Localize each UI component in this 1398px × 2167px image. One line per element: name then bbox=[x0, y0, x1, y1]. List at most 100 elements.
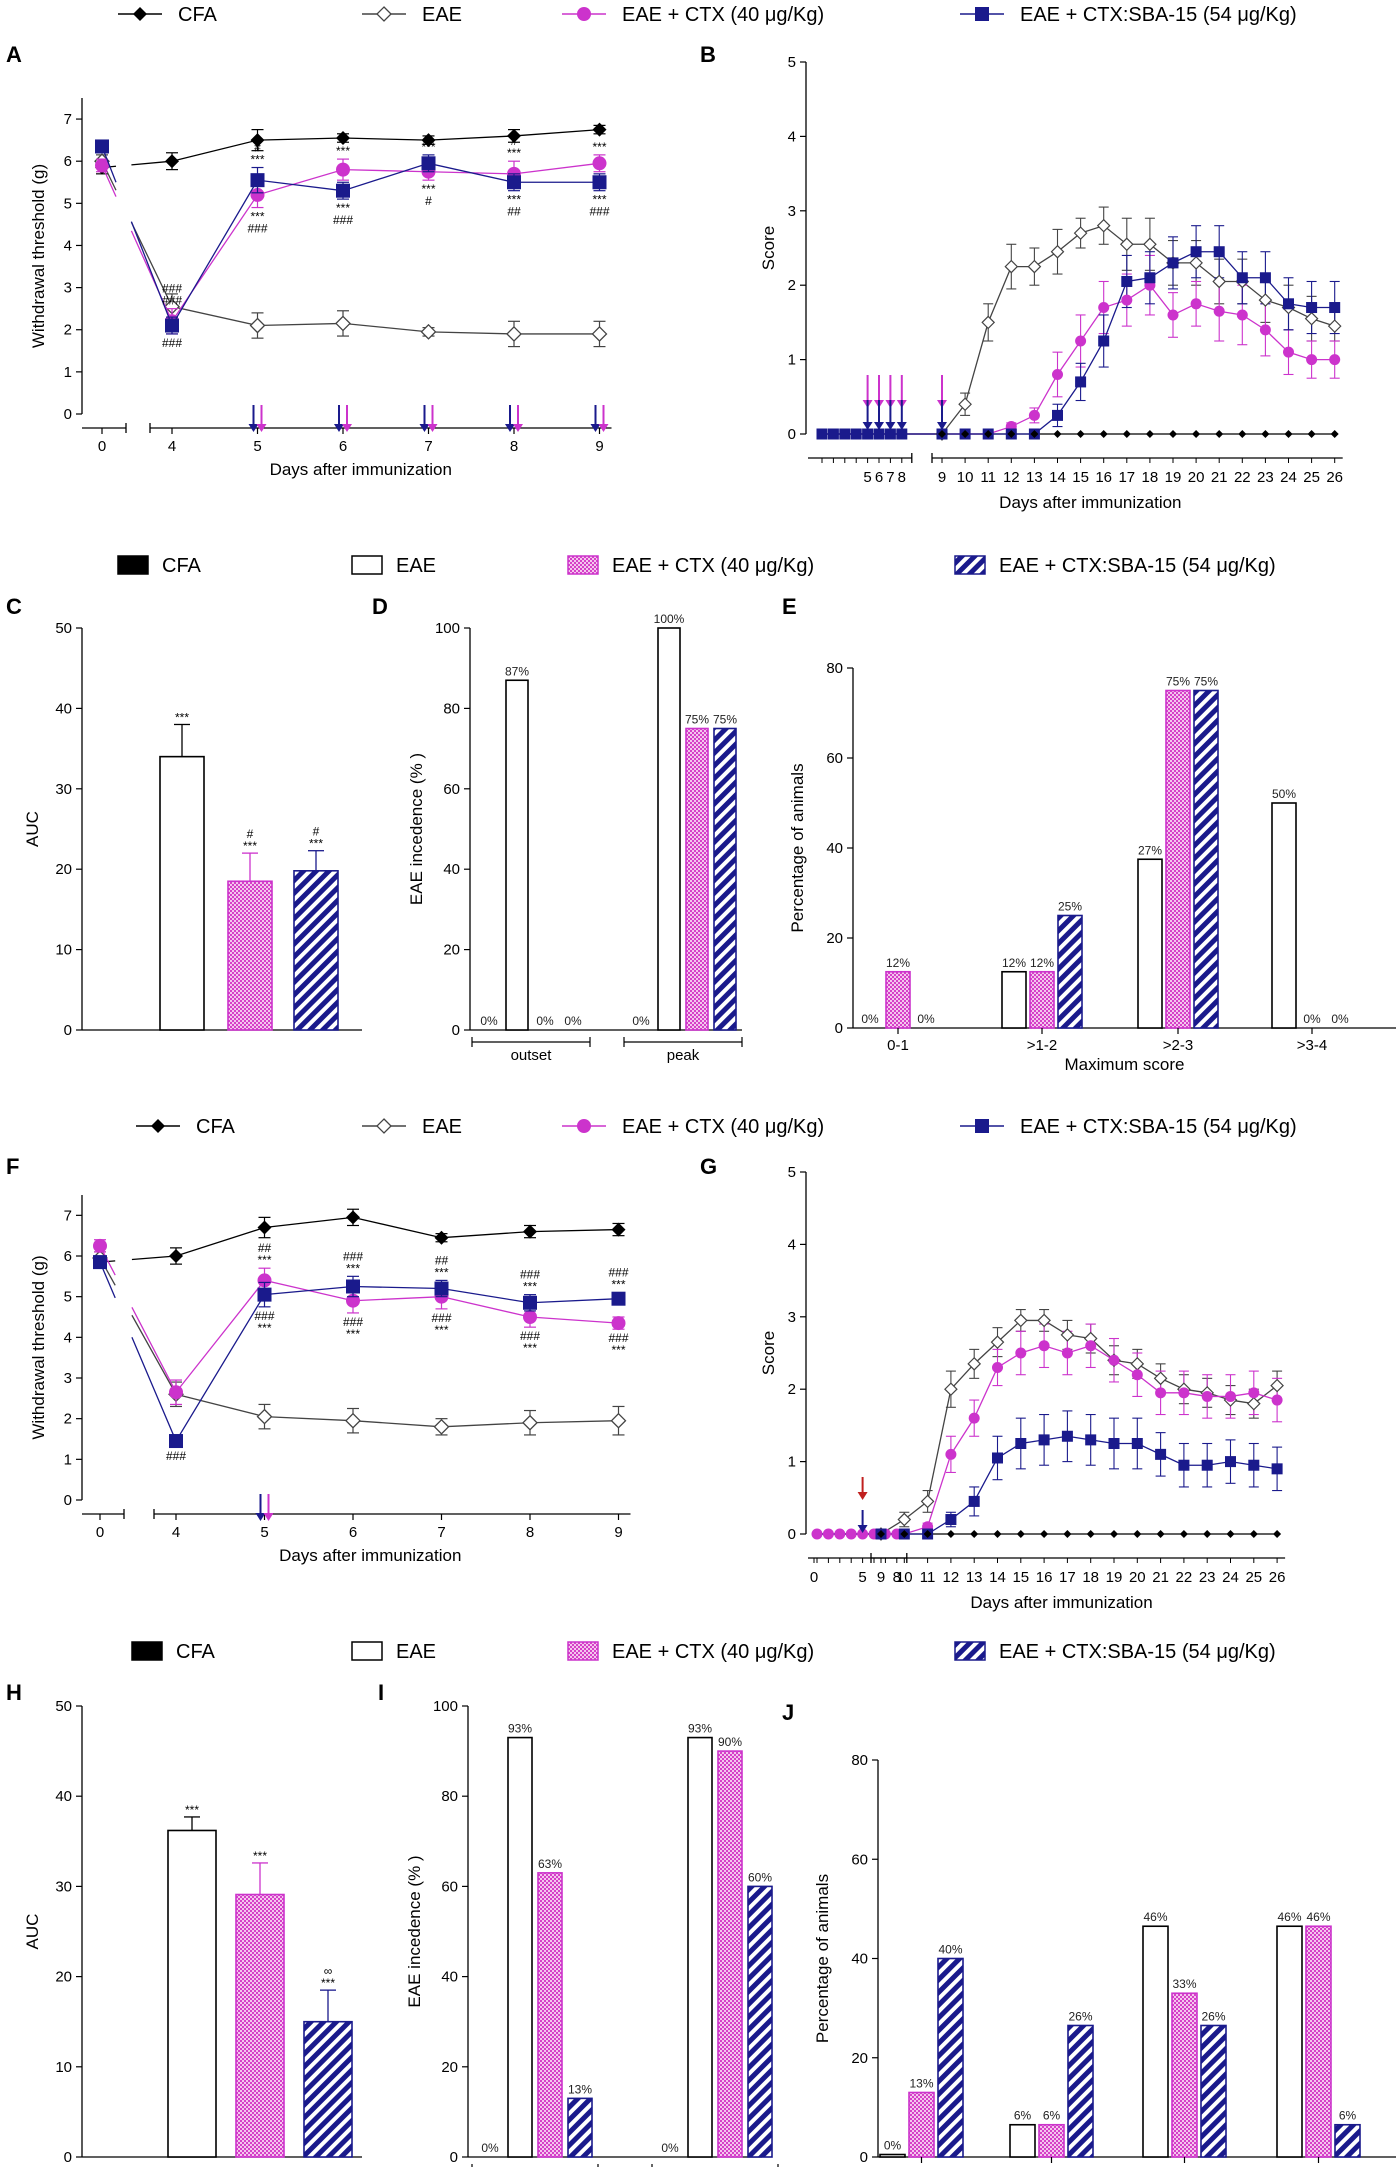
significance-label: ### bbox=[162, 282, 182, 296]
data-point bbox=[944, 1382, 958, 1397]
arrow-head bbox=[885, 422, 896, 430]
x-tick-label: 11 bbox=[980, 469, 996, 486]
legend-label: EAE bbox=[396, 555, 436, 577]
bar-value-label: 0% bbox=[884, 2139, 902, 2153]
y-tick-label: 4 bbox=[788, 128, 796, 145]
data-point bbox=[1098, 335, 1110, 347]
y-tick-label: 5 bbox=[64, 195, 72, 212]
data-point bbox=[1153, 1371, 1168, 1386]
data-point bbox=[862, 428, 874, 440]
x-tick-label: 6 bbox=[875, 469, 883, 486]
bar bbox=[1334, 2123, 1361, 2158]
data-point bbox=[610, 1412, 627, 1429]
bar bbox=[1009, 2123, 1036, 2158]
bar-value-label: 6% bbox=[1014, 2109, 1032, 2123]
y-tick-label: 50 bbox=[55, 620, 72, 637]
y-tick-label: 3 bbox=[64, 280, 72, 297]
y-tick-label: 4 bbox=[64, 1329, 72, 1346]
data-point bbox=[1304, 311, 1319, 326]
bar bbox=[1137, 858, 1163, 1029]
y-tick-label: 40 bbox=[443, 861, 460, 878]
y-tick-label: 20 bbox=[443, 942, 460, 959]
data-point bbox=[1108, 1438, 1120, 1449]
bar bbox=[303, 2020, 353, 2158]
y-tick-label: 80 bbox=[443, 700, 460, 717]
bar-value-label: 75% bbox=[1166, 675, 1190, 689]
bar-value-label: 100% bbox=[654, 612, 685, 626]
data-point bbox=[1007, 430, 1016, 438]
y-tick-label: 4 bbox=[788, 1236, 796, 1253]
bar-value-label: 0% bbox=[481, 2141, 499, 2155]
data-point bbox=[420, 323, 437, 340]
significance-label: *** bbox=[434, 1265, 448, 1279]
significance-label: ## bbox=[435, 1253, 449, 1267]
legend-label: EAE + CTX:SBA-15 (54 μg/Kg) bbox=[1020, 4, 1297, 26]
significance-label: *** bbox=[250, 210, 264, 224]
y-tick-label: 20 bbox=[55, 861, 72, 878]
bar bbox=[235, 1893, 285, 2158]
group-label: >3-4 bbox=[1297, 1037, 1327, 1054]
data-point bbox=[850, 428, 862, 440]
data-point bbox=[897, 1512, 912, 1527]
significance-label: ## bbox=[507, 205, 521, 219]
data-point bbox=[611, 1291, 626, 1306]
significance-label: ∞ bbox=[324, 1964, 333, 1978]
data-point bbox=[1133, 1530, 1142, 1538]
data-point bbox=[1004, 259, 1019, 274]
panel-letter: F bbox=[6, 1154, 19, 1179]
data-point bbox=[1052, 409, 1063, 421]
significance-label: # bbox=[425, 194, 432, 208]
y-tick-label: 4 bbox=[64, 237, 72, 254]
bar-value-label: 33% bbox=[1172, 1977, 1196, 1991]
bar bbox=[747, 1885, 773, 2158]
data-point bbox=[1037, 1313, 1051, 1328]
data-point bbox=[1190, 246, 1202, 258]
bar-value-label: 87% bbox=[505, 664, 529, 678]
data-point bbox=[1131, 1438, 1143, 1449]
data-point bbox=[1178, 1387, 1190, 1399]
legend-swatch bbox=[351, 1641, 383, 1661]
data-point bbox=[256, 1408, 273, 1425]
data-point bbox=[1156, 1530, 1165, 1538]
series-line bbox=[130, 162, 600, 323]
data-point bbox=[900, 1530, 909, 1538]
x-tick-label: 5 bbox=[863, 469, 871, 486]
bar bbox=[293, 870, 339, 1031]
x-tick-label: 20 bbox=[1188, 469, 1205, 486]
series-line bbox=[817, 1319, 1278, 1535]
x-tick-label: 7 bbox=[886, 469, 894, 486]
data-point bbox=[1284, 430, 1293, 438]
data-point bbox=[1013, 1313, 1028, 1328]
significance-label: *** bbox=[346, 1261, 360, 1275]
data-point bbox=[1190, 298, 1202, 310]
y-tick-label: 3 bbox=[788, 1309, 796, 1326]
significance-label: ### bbox=[333, 213, 353, 227]
data-point bbox=[1015, 1438, 1027, 1449]
data-point bbox=[1249, 1530, 1258, 1538]
y-tick-label: 40 bbox=[851, 1951, 868, 1968]
x-tick-label: 19 bbox=[1165, 469, 1182, 486]
significance-label: *** bbox=[346, 1327, 360, 1341]
y-tick-label: 40 bbox=[55, 700, 72, 717]
legend-swatch bbox=[117, 555, 149, 575]
data-point bbox=[522, 1414, 538, 1431]
data-point bbox=[1122, 430, 1131, 438]
data-point bbox=[1270, 1378, 1284, 1393]
bar-value-label: 50% bbox=[1272, 787, 1296, 801]
x-tick-label: 9 bbox=[614, 1524, 622, 1541]
data-point bbox=[523, 1295, 537, 1310]
data-point bbox=[1306, 302, 1318, 314]
legend-marker bbox=[151, 1119, 165, 1133]
data-point bbox=[1110, 1530, 1118, 1538]
y-tick-label: 0 bbox=[788, 1526, 796, 1543]
data-point bbox=[1329, 302, 1341, 314]
y-tick-label: 80 bbox=[441, 1788, 458, 1805]
y-tick-label: 0 bbox=[788, 426, 796, 443]
significance-label: *** bbox=[321, 1976, 335, 1990]
data-point bbox=[873, 428, 885, 440]
data-point bbox=[345, 1412, 361, 1429]
significance-label: # bbox=[511, 134, 518, 148]
y-tick-label: 20 bbox=[851, 2050, 868, 2067]
x-tick-label: 5 bbox=[260, 1524, 268, 1541]
y-tick-label: 0 bbox=[64, 1492, 72, 1509]
